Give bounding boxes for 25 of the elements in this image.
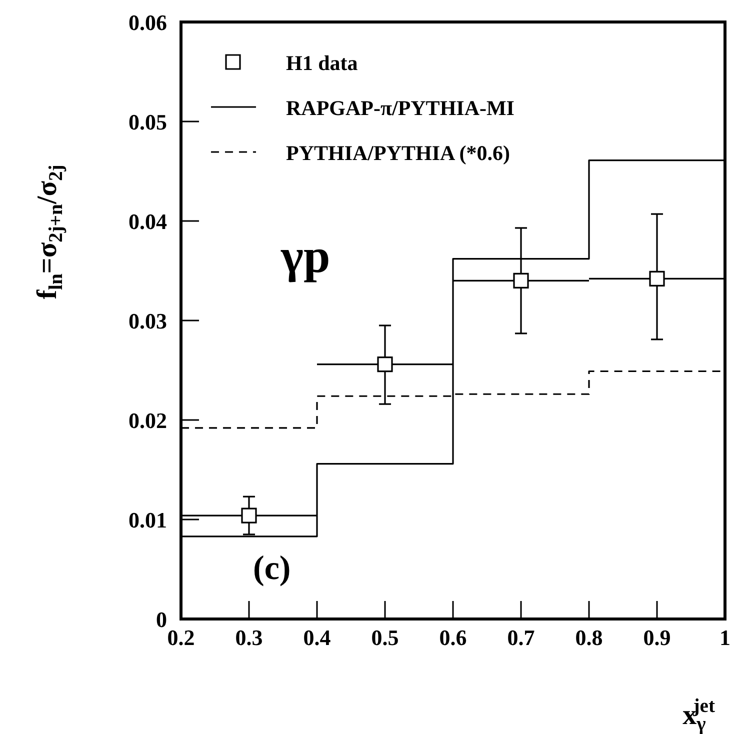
y-tick-label: 0.04 bbox=[128, 209, 167, 234]
x-tick-label: 0.9 bbox=[643, 625, 671, 650]
y-tick-label: 0.06 bbox=[128, 10, 167, 35]
y-tick-label: 0.03 bbox=[128, 308, 167, 334]
x-tick-label: 1 bbox=[720, 625, 730, 650]
legend-label: PYTHIA/PYTHIA (*0.6) bbox=[286, 141, 510, 165]
point bbox=[649, 270, 665, 287]
legend-label: RAPGAP-π/PYTHIA-MI bbox=[286, 96, 514, 120]
annotation: γp bbox=[280, 230, 330, 283]
point bbox=[241, 508, 257, 524]
x-tick-label: 0.3 bbox=[235, 625, 263, 650]
x-tick-label: 0.6 bbox=[439, 625, 467, 650]
legend-label: H1 data bbox=[286, 51, 358, 75]
x-tick-label: 0.8 bbox=[575, 625, 603, 650]
x-tick-label: 0.7 bbox=[507, 625, 535, 650]
point bbox=[377, 356, 393, 372]
x-tick-label: 0.4 bbox=[303, 625, 331, 650]
annotation: (c) bbox=[253, 550, 291, 587]
x-tick-label: 0.5 bbox=[371, 625, 399, 650]
y-tick-label: 0 bbox=[156, 607, 167, 632]
point bbox=[513, 272, 529, 288]
y-tick-label: 0.05 bbox=[128, 110, 167, 134]
y-tick-label: 0.02 bbox=[128, 408, 167, 433]
y-tick-label: 0.01 bbox=[128, 508, 167, 532]
x-tick-label: 0.2 bbox=[167, 625, 195, 650]
